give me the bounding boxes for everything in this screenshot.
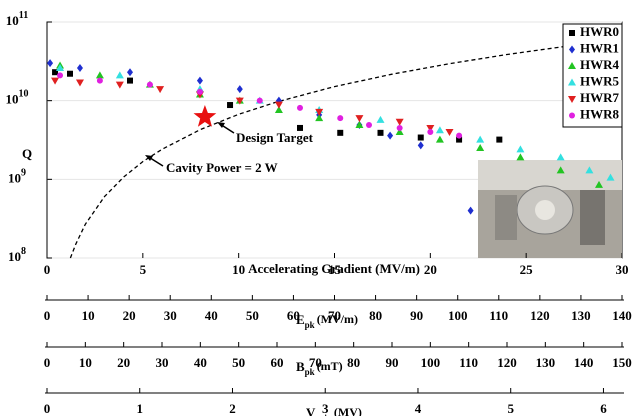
secondary-tick-label: 2 [229,401,236,416]
point [127,78,133,84]
y-axis-label: Q [22,146,32,161]
secondary-tick-label: 150 [612,355,632,370]
secondary-tick-label: 80 [369,308,382,323]
secondary-tick-label: 0 [44,308,51,323]
axis-label-part: (mT) [317,359,343,373]
x-tick-label: 20 [424,262,437,277]
axis-label-part: pk [305,367,315,377]
secondary-tick-label: 10 [79,355,92,370]
secondary-tick-label: 130 [571,308,591,323]
secondary-tick-label: 60 [271,355,284,370]
secondary-tick-label: 140 [612,308,632,323]
secondary-axis-label: Bpk(mT) [296,359,343,377]
legend-marker [569,113,575,119]
point [257,98,263,104]
x-tick-label: 30 [616,262,629,277]
secondary-tick-label: 50 [246,308,259,323]
y-tick-label: 1010 [6,89,29,107]
secondary-tick-label: 20 [117,355,130,370]
secondary-tick-label: 30 [164,308,177,323]
legend-label: HWR8 [580,106,620,121]
secondary-tick-label: 4 [415,401,422,416]
point [496,137,502,143]
secondary-tick-label: 80 [347,355,360,370]
point [366,122,372,128]
secondary-tick-label: 100 [421,355,441,370]
legend-label: HWR7 [580,90,620,105]
legend-label: HWR5 [580,73,620,88]
secondary-tick-label: 130 [536,355,556,370]
secondary-tick-label: 0 [44,401,51,416]
secondary-tick-label: 120 [530,308,550,323]
point [427,129,433,135]
point [418,135,424,141]
target-label: Design Target [236,130,314,145]
curve-label: Cavity Power = 2 W [166,160,278,175]
secondary-tick-label: 110 [459,355,478,370]
axis-label-part: E [296,312,305,327]
y-tick-label: 1011 [6,10,28,28]
point [227,102,233,108]
secondary-tick-label: 90 [386,355,399,370]
photo-inset [478,160,622,258]
legend-label: HWR1 [580,40,619,55]
secondary-tick-label: 140 [574,355,594,370]
legend-label: HWR4 [580,57,620,72]
secondary-tick-label: 30 [156,355,169,370]
point [337,115,343,121]
y-tick-label: 109 [8,168,26,186]
point [67,71,73,77]
secondary-tick-label: 120 [497,355,517,370]
point [378,130,384,136]
point [297,105,303,111]
secondary-tick-label: 20 [123,308,136,323]
point [57,72,63,78]
secondary-tick-label: 5 [507,401,514,416]
secondary-tick-label: 40 [205,308,218,323]
secondary-tick-label: 6 [600,401,607,416]
secondary-axis-label: Epk(MV/m) [296,312,358,330]
secondary-tick-label: 110 [489,308,508,323]
x-tick-label: 25 [520,262,534,277]
chart: Q Accelerating Gradient (MV/m) 108109101… [0,0,641,416]
point [456,133,462,139]
x-tick-label: 5 [140,262,147,277]
secondary-tick-label: 40 [194,355,207,370]
x-tick-label: 0 [44,262,51,277]
legend-label: HWR0 [580,24,619,39]
secondary-tick-label: 50 [232,355,245,370]
legend-marker [569,30,575,36]
axis-label-part: (MV/m) [317,312,358,326]
point [97,78,103,84]
point [197,89,203,95]
axis-label-part: pk [305,320,315,330]
secondary-axis-label: Vgain(MV) [306,405,362,416]
secondary-tick-label: 0 [44,355,51,370]
point [147,82,153,88]
axis-label-part: B [296,359,305,374]
secondary-tick-label: 90 [410,308,423,323]
y-tick-label: 108 [8,246,26,264]
x-tick-label: 10 [232,262,245,277]
point [397,125,403,131]
point [337,130,343,136]
secondary-tick-label: 1 [136,401,143,416]
secondary-tick-label: 10 [82,308,95,323]
x-tick-label: 15 [328,262,342,277]
axis-label-part: (MV) [334,405,362,416]
secondary-tick-label: 100 [448,308,468,323]
